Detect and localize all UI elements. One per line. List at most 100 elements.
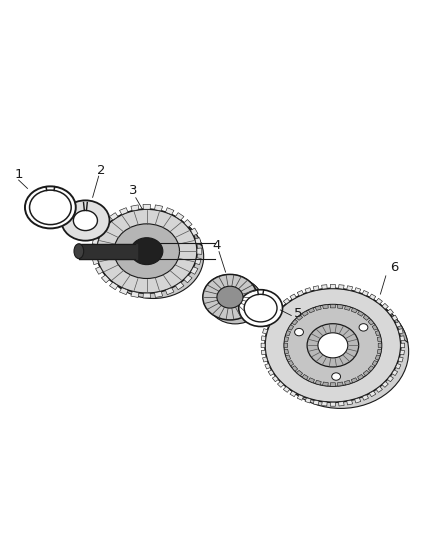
Polygon shape — [92, 248, 96, 254]
Polygon shape — [387, 376, 393, 382]
Polygon shape — [286, 330, 290, 336]
Polygon shape — [297, 290, 304, 296]
Ellipse shape — [307, 324, 359, 367]
Text: 1: 1 — [15, 168, 23, 181]
Polygon shape — [195, 238, 201, 245]
Polygon shape — [396, 364, 401, 369]
Polygon shape — [302, 311, 308, 316]
Polygon shape — [377, 337, 381, 342]
Polygon shape — [261, 350, 266, 355]
Text: 3: 3 — [129, 184, 138, 197]
Polygon shape — [398, 357, 403, 362]
Polygon shape — [351, 308, 357, 313]
Polygon shape — [357, 374, 364, 380]
Polygon shape — [286, 355, 290, 360]
Ellipse shape — [29, 190, 71, 224]
Polygon shape — [357, 311, 364, 316]
Polygon shape — [297, 370, 303, 376]
Polygon shape — [330, 383, 336, 386]
Polygon shape — [284, 337, 289, 342]
Polygon shape — [376, 386, 382, 392]
Polygon shape — [195, 258, 201, 265]
Polygon shape — [92, 238, 99, 245]
Polygon shape — [376, 298, 382, 304]
Polygon shape — [284, 343, 288, 348]
Polygon shape — [92, 258, 99, 265]
Polygon shape — [372, 325, 378, 330]
Polygon shape — [323, 382, 328, 386]
Polygon shape — [330, 402, 336, 406]
Polygon shape — [184, 220, 192, 227]
Polygon shape — [396, 322, 401, 327]
Polygon shape — [313, 286, 319, 290]
Polygon shape — [355, 288, 361, 293]
Ellipse shape — [239, 290, 283, 327]
Polygon shape — [265, 364, 270, 369]
Polygon shape — [143, 205, 150, 209]
Polygon shape — [382, 303, 389, 309]
Polygon shape — [268, 370, 274, 376]
Polygon shape — [345, 381, 350, 385]
Polygon shape — [387, 309, 393, 314]
Polygon shape — [95, 267, 103, 274]
Polygon shape — [284, 349, 289, 354]
Ellipse shape — [359, 324, 368, 331]
Polygon shape — [110, 213, 118, 220]
Ellipse shape — [217, 286, 243, 308]
Ellipse shape — [114, 224, 180, 279]
Ellipse shape — [265, 288, 401, 402]
Ellipse shape — [244, 294, 277, 322]
Polygon shape — [261, 336, 266, 341]
Polygon shape — [265, 322, 270, 327]
Polygon shape — [375, 330, 380, 336]
Polygon shape — [191, 228, 198, 236]
Polygon shape — [347, 400, 353, 405]
Text: 5: 5 — [293, 308, 302, 320]
Ellipse shape — [73, 211, 97, 231]
Polygon shape — [330, 285, 336, 288]
Polygon shape — [313, 400, 319, 405]
Polygon shape — [338, 382, 343, 386]
Polygon shape — [363, 370, 369, 376]
Polygon shape — [321, 401, 327, 406]
Polygon shape — [95, 228, 103, 236]
Polygon shape — [362, 395, 368, 400]
Polygon shape — [321, 285, 327, 289]
Polygon shape — [362, 290, 368, 296]
Polygon shape — [363, 315, 369, 320]
Ellipse shape — [96, 209, 197, 293]
Polygon shape — [277, 382, 284, 387]
Polygon shape — [262, 329, 268, 334]
Polygon shape — [392, 370, 398, 376]
Polygon shape — [368, 366, 374, 371]
Polygon shape — [378, 343, 381, 348]
Ellipse shape — [332, 373, 341, 380]
Polygon shape — [288, 360, 293, 366]
Polygon shape — [131, 292, 139, 297]
Polygon shape — [401, 343, 405, 348]
Polygon shape — [292, 319, 298, 325]
Polygon shape — [266, 288, 408, 343]
Polygon shape — [261, 343, 265, 348]
Polygon shape — [143, 293, 150, 298]
Polygon shape — [131, 205, 139, 211]
Polygon shape — [277, 303, 284, 309]
Polygon shape — [197, 248, 202, 254]
Polygon shape — [268, 315, 274, 321]
Polygon shape — [347, 286, 353, 290]
Polygon shape — [400, 350, 404, 355]
Polygon shape — [315, 306, 321, 310]
Polygon shape — [338, 304, 343, 309]
Polygon shape — [315, 381, 321, 385]
Polygon shape — [368, 319, 374, 325]
Ellipse shape — [318, 333, 348, 358]
Ellipse shape — [25, 187, 76, 229]
Polygon shape — [262, 357, 268, 362]
Polygon shape — [155, 292, 162, 297]
Polygon shape — [272, 376, 279, 382]
Polygon shape — [305, 288, 311, 293]
Polygon shape — [101, 275, 110, 283]
Ellipse shape — [208, 278, 262, 324]
Polygon shape — [297, 315, 303, 320]
Polygon shape — [305, 398, 311, 403]
